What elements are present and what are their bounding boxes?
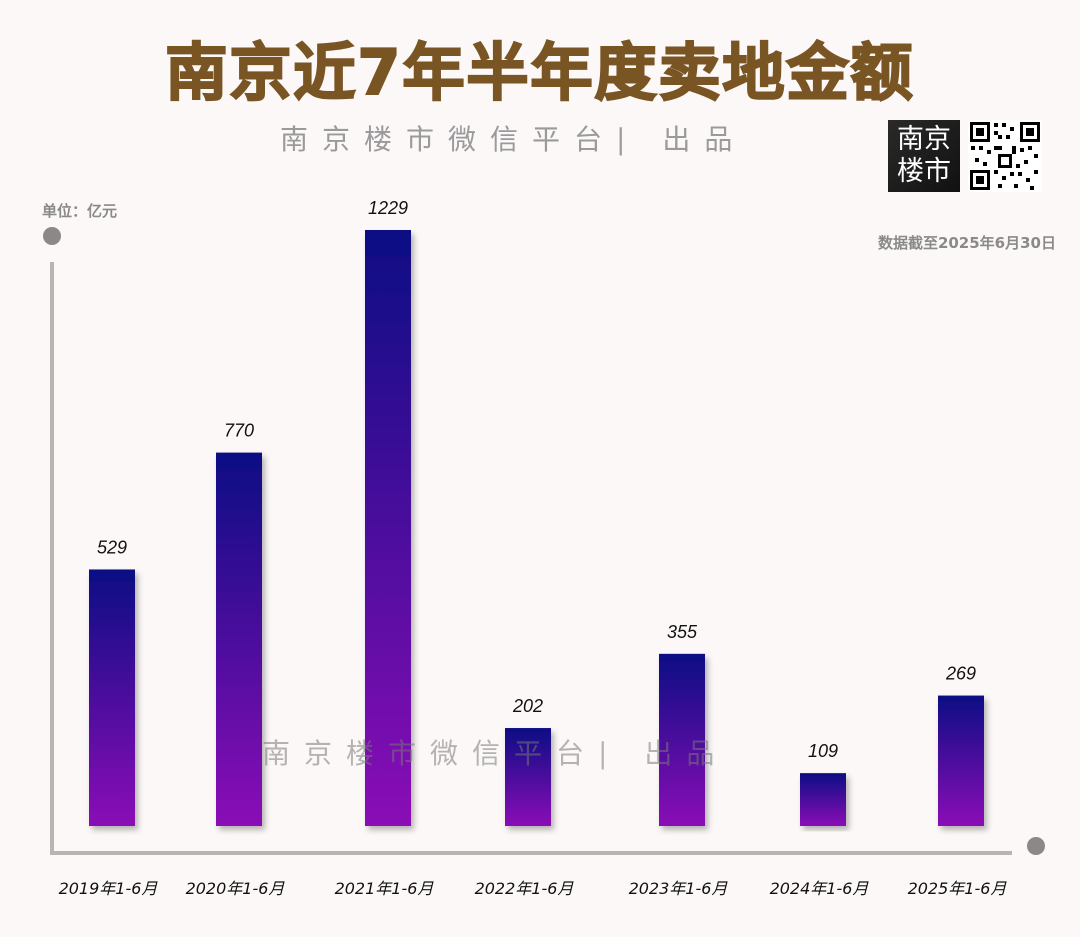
x-tick-label: 2020年1-6月 [186, 879, 286, 898]
x-tick-label: 2022年1-6月 [475, 879, 575, 898]
watermark: 南京楼市微信平台| 出品 [262, 737, 729, 770]
value-label: 109 [808, 741, 838, 761]
value-label: 529 [97, 537, 127, 557]
chart-subtitle: 南京楼市微信平台| 出品 [280, 123, 747, 156]
bar-2021年1-6月 [365, 230, 411, 826]
bar-2025年1-6月 [938, 695, 984, 826]
qr-code-icon [968, 120, 1042, 192]
brand-logo: 南京 楼市 [888, 120, 960, 192]
logo-line-2: 楼市 [897, 156, 951, 187]
value-label: 202 [512, 696, 543, 716]
value-label: 770 [224, 421, 254, 441]
bar-2020年1-6月 [216, 452, 262, 826]
value-label: 269 [945, 664, 976, 684]
bar-2022年1-6月 [505, 728, 551, 826]
y-axis-end-dot [43, 227, 61, 245]
y-axis-unit-label: 单位：亿元 [42, 202, 118, 220]
x-axis-end-dot [1027, 837, 1045, 855]
x-tick-label: 2024年1-6月 [770, 879, 870, 898]
bar-2024年1-6月 [800, 773, 846, 826]
x-tick-label: 2021年1-6月 [335, 879, 435, 898]
bar-2023年1-6月 [659, 653, 705, 826]
logo-line-1: 南京 [897, 124, 951, 155]
x-tick-label: 2019年1-6月 [59, 879, 159, 898]
bar-2019年1-6月 [89, 569, 135, 826]
x-tick-label: 2025年1-6月 [908, 879, 1008, 898]
x-tick-label: 2023年1-6月 [629, 879, 729, 898]
value-label: 355 [667, 622, 698, 642]
chart-title: 南京近7年半年度卖地金额 [164, 35, 915, 110]
value-label: 1229 [368, 198, 408, 218]
data-cutoff-note: 数据截至2025年6月30日 [877, 234, 1056, 252]
